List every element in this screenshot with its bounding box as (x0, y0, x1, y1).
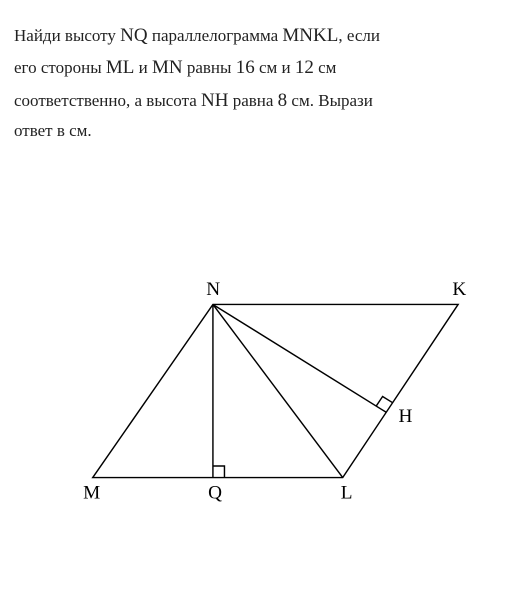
text: ответ в см. (14, 121, 92, 140)
var-mnkl: MNKL (282, 25, 338, 46)
text: , если (338, 26, 380, 45)
parallelogram-diagram: M Q L N K H (51, 266, 471, 516)
text: соответственно, а высота (14, 91, 201, 110)
var-nh: NH (201, 90, 228, 111)
svg-text:K: K (452, 279, 466, 300)
text: Найди высоту (14, 26, 120, 45)
text: равна (228, 91, 277, 110)
text: параллелограмма (148, 26, 283, 45)
text: см. Вырази (287, 91, 373, 110)
val-8: 8 (278, 90, 288, 111)
var-nq: NQ (120, 25, 147, 46)
val-16: 16 (236, 57, 255, 78)
svg-text:M: M (83, 482, 100, 503)
problem-statement: Найди высоту NQ параллелограмма MNKL, ес… (14, 20, 507, 146)
text: и (134, 58, 152, 77)
text: см (314, 58, 337, 77)
var-mn: MN (152, 57, 183, 78)
text: его стороны (14, 58, 106, 77)
val-12: 12 (295, 57, 314, 78)
svg-text:N: N (206, 279, 220, 300)
figure-container: M Q L N K H (14, 266, 507, 516)
svg-text:L: L (340, 482, 352, 503)
svg-text:Q: Q (208, 482, 222, 503)
text: равны (183, 58, 236, 77)
var-ml: ML (106, 57, 135, 78)
svg-text:H: H (398, 406, 412, 427)
text: см и (255, 58, 295, 77)
